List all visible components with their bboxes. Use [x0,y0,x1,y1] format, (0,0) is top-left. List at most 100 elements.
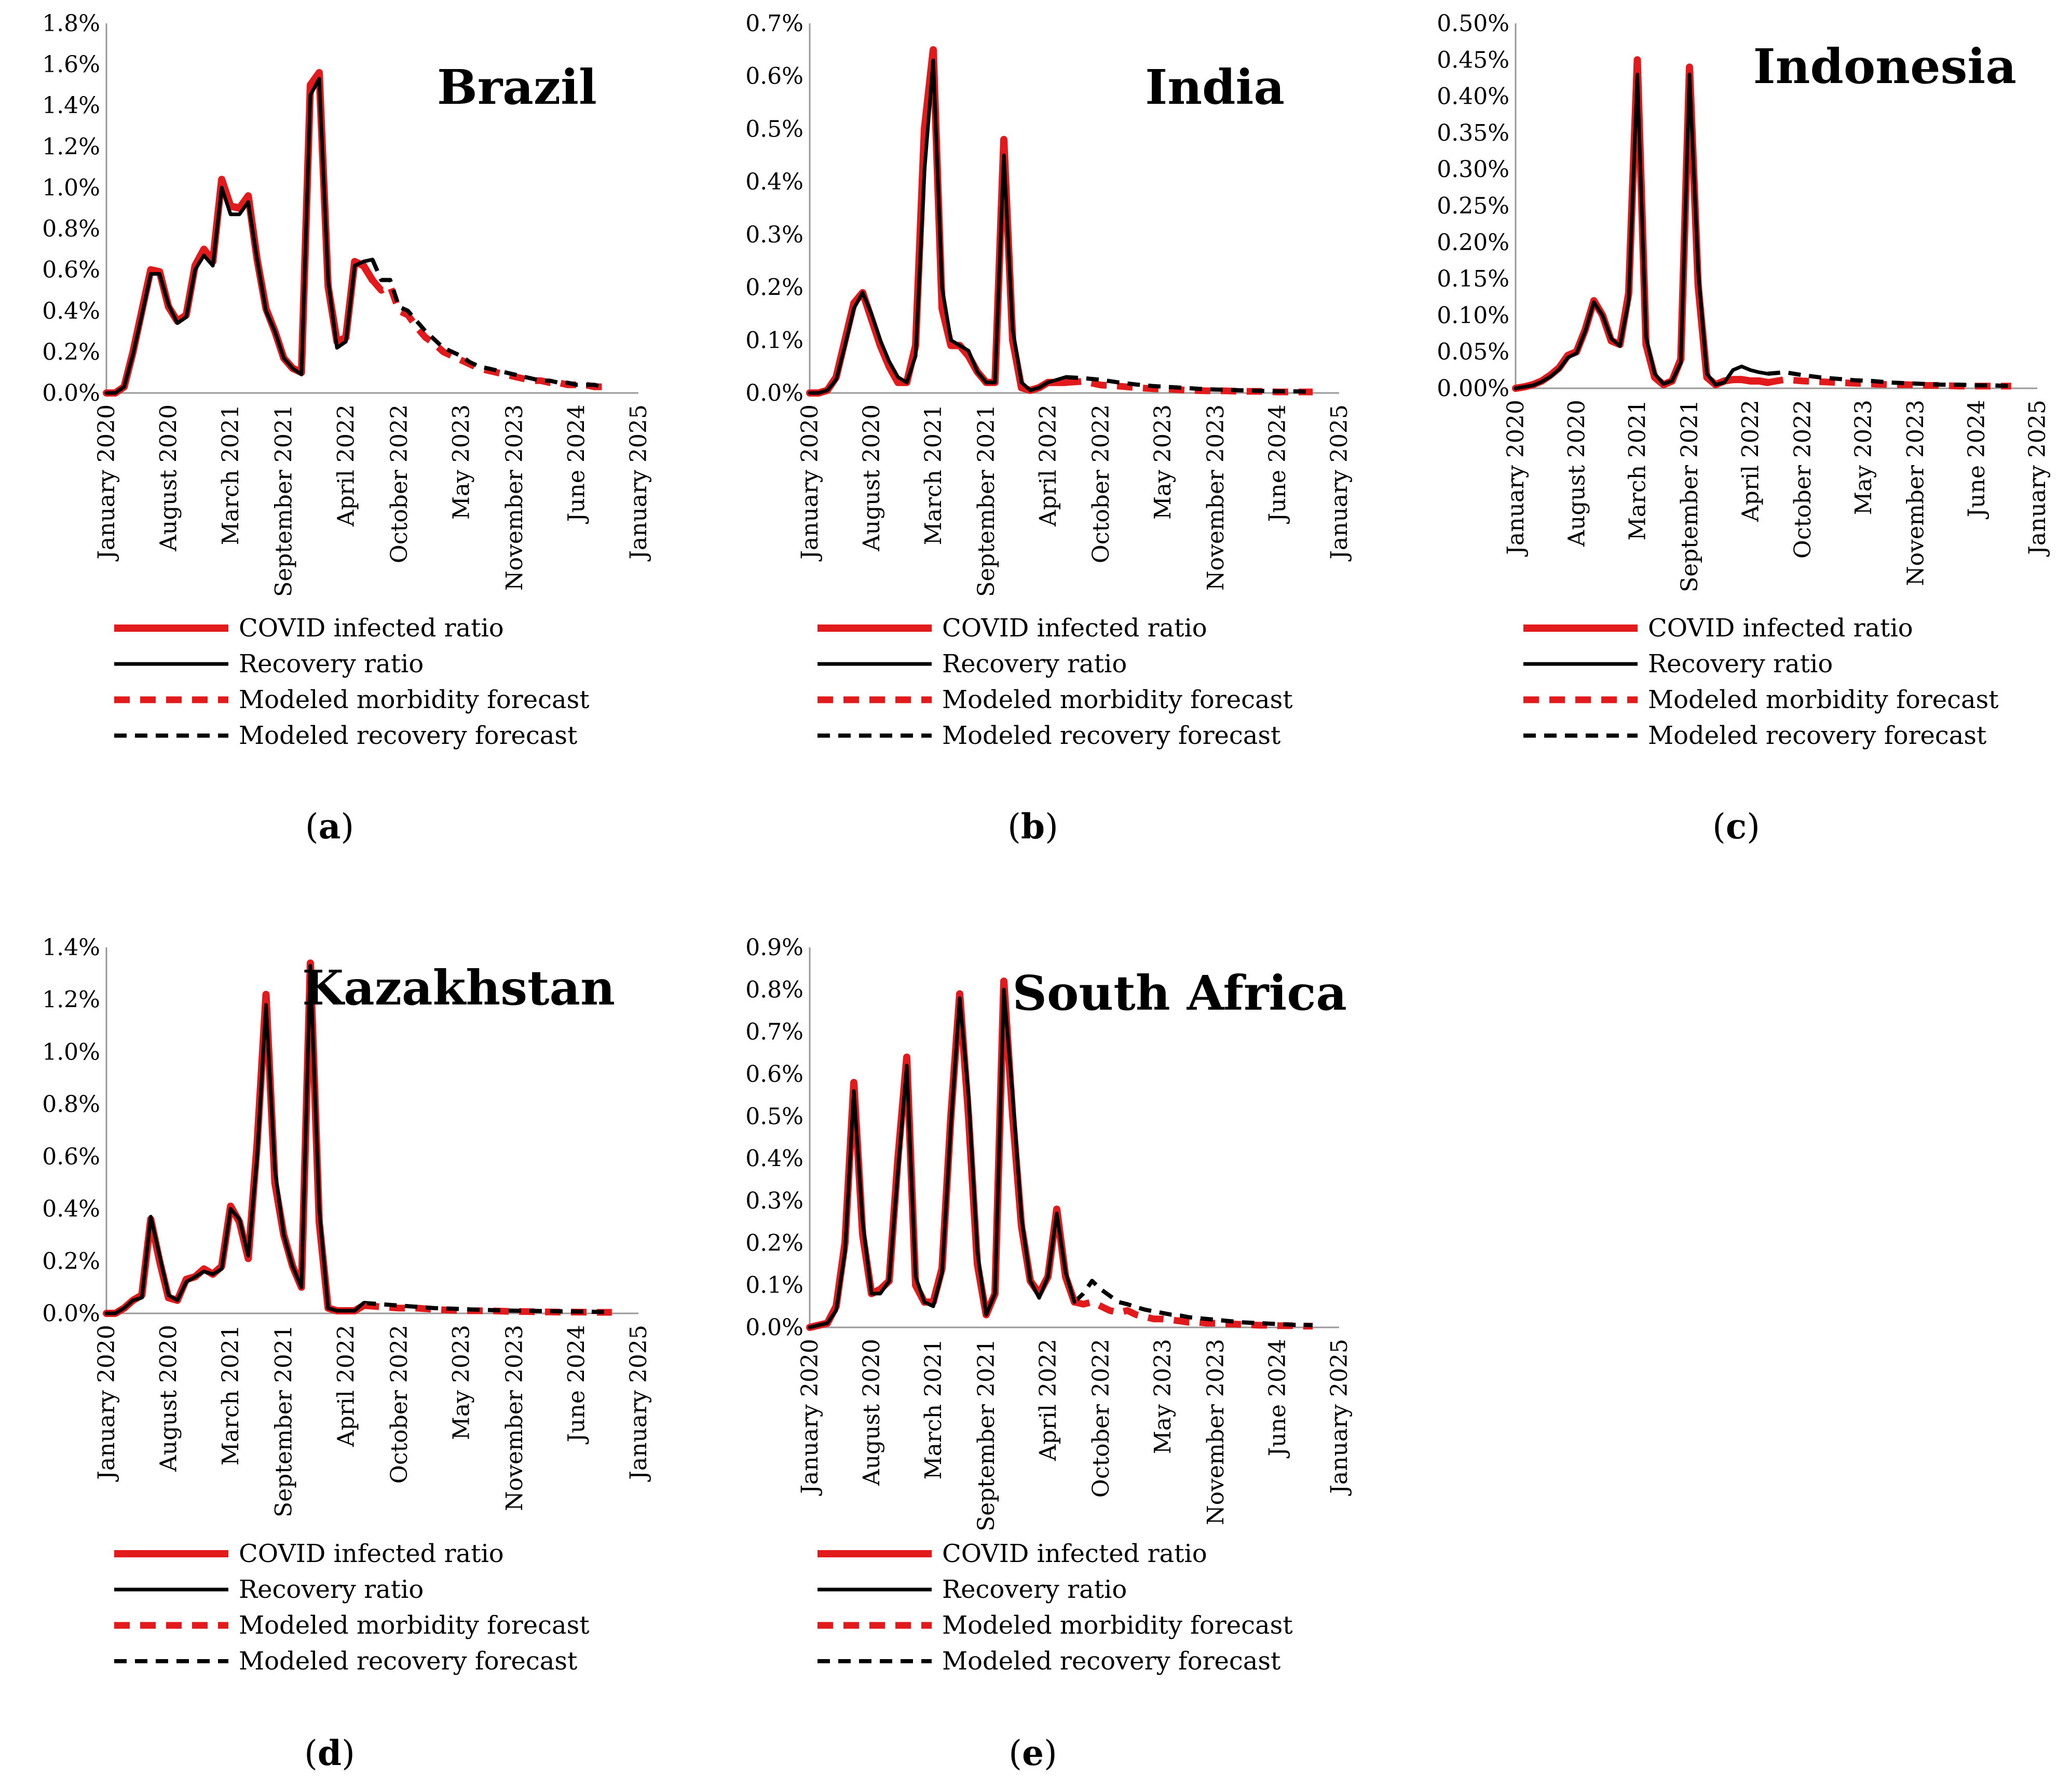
morbidity-forecast-line [1767,376,2011,390]
x-tick-label: November 2023 [1903,400,1929,586]
y-tick-label: 0.4% [42,298,100,324]
subfigure-letter: e [1022,1733,1044,1773]
x-tick-label: April 2022 [333,1325,359,1447]
x-tick-label: April 2022 [1035,404,1061,527]
legend-label: Modeled morbidity forecast [1648,685,1999,714]
infected-line [103,69,376,397]
y-tick-label: 0.3% [745,1188,803,1214]
x-tick-label: November 2023 [1203,1339,1229,1525]
subfigure-letter: d [318,1733,342,1773]
subfigure-letter: b [1021,806,1045,847]
legend-label: Modeled recovery forecast [1648,721,1986,750]
x-tick-label: May 2023 [448,1325,474,1440]
y-tick-label: 0.7% [745,10,803,37]
morbidity-forecast-line [370,278,603,390]
legend-label: Modeled recovery forecast [942,1647,1280,1676]
x-tick-label: May 2023 [448,404,474,520]
y-tick-label: 0.50% [1437,10,1509,37]
x-tick-label: June 2024 [1264,404,1291,524]
x-tick-label: January 2025 [1326,1339,1353,1496]
y-tick-label: 0.4% [745,169,803,195]
x-tick-label: June 2024 [1964,400,1990,519]
y-tick-label: 0.15% [1437,266,1509,292]
x-tick-label: January 2025 [625,1325,652,1482]
chart-title: Indonesia [1753,38,2016,94]
chart-title: India [1145,59,1285,115]
x-tick-label: January 2025 [1326,404,1353,562]
y-tick-label: 0.4% [42,1196,100,1223]
y-tick-label: 0.0% [42,380,100,406]
recovery-line [104,963,365,1315]
x-tick-label: September 2021 [973,404,1000,597]
x-tick-label: August 2020 [156,1325,182,1472]
morbidity-forecast-line [363,1302,612,1316]
recovery-line [104,77,374,395]
x-tick-label: September 2021 [271,404,297,597]
y-tick-label: 1.6% [42,51,100,78]
y-tick-label: 1.0% [42,1039,100,1065]
y-tick-label: 0.8% [42,216,100,242]
x-tick-label: January 2020 [93,1325,120,1482]
x-tick-label: April 2022 [1035,1339,1061,1461]
y-tick-label: 0.0% [42,1300,100,1327]
legend-label: COVID infected ratio [942,614,1207,643]
legend-label: Recovery ratio [1648,649,1833,678]
y-tick-label: 0.5% [745,1103,803,1130]
chart-panel-indonesia: 0.00% 0.05% 0.10% 0.15% 0.20% 0.25% 0.30% 0.35%… [1437,10,2051,847]
x-tick-label: August 2020 [858,1339,885,1486]
x-tick-label: October 2022 [1088,1339,1114,1498]
y-tick-label: 0.00% [1437,375,1509,402]
recovery-line [808,58,1068,395]
x-tick-label: March 2021 [1625,400,1651,540]
recovery-forecast-line [370,259,604,389]
infected-line [806,46,1069,397]
chart-panel-kazakhstan: 0.0% 0.2% 0.4% 0.6% 0.8% 1.0% 1.2% 1.4% January … [42,934,652,1773]
x-tick-label: January 2020 [797,404,823,562]
legend-label: COVID infected ratio [1648,614,1913,643]
y-tick-label: 0.1% [745,1272,803,1299]
legend-label: Recovery ratio [942,649,1127,678]
y-tick-label: 0.9% [745,934,803,961]
x-tick-label: August 2020 [858,404,885,552]
y-tick-label: 0.40% [1437,84,1509,110]
recovery-line [1514,72,1770,390]
y-tick-label: 0.2% [42,1248,100,1274]
y-tick-label: 0.4% [745,1146,803,1172]
y-tick-label: 1.4% [42,92,100,119]
x-tick-label: September 2021 [271,1325,297,1517]
y-tick-label: 0.0% [745,1314,803,1341]
x-tick-label: January 2025 [2024,400,2051,557]
y-tick-label: 0.1% [745,327,803,354]
y-tick-label: 1.4% [42,934,100,961]
x-tick-label: March 2021 [920,1339,947,1479]
legend-label: Modeled recovery forecast [239,721,577,750]
y-tick-label: 0.6% [42,257,100,283]
recovery-forecast-line [1073,1279,1313,1327]
x-tick-label: March 2021 [217,1325,244,1465]
y-tick-label: 0.45% [1437,47,1509,73]
legend-label: Recovery ratio [239,649,424,678]
y-tick-label: 0.25% [1437,193,1509,220]
chart-title: South Africa [1013,965,1347,1021]
x-tick-label: March 2021 [920,404,947,545]
x-tick-label: January 2025 [625,404,652,562]
x-tick-label: August 2020 [156,404,182,552]
legend-label: Modeled morbidity forecast [239,685,590,714]
x-tick-label: May 2023 [1150,1339,1176,1454]
x-tick-label: October 2022 [1088,404,1114,563]
x-tick-label: September 2021 [973,1339,1000,1531]
recovery-line [808,987,1076,1329]
y-tick-label: 0.3% [745,222,803,248]
y-tick-label: 1.2% [42,133,100,160]
x-tick-label: June 2024 [1264,1339,1291,1458]
legend-label: Modeled morbidity forecast [942,1611,1293,1640]
morbidity-forecast-line [1073,1298,1313,1330]
legend-label: COVID infected ratio [942,1539,1207,1568]
chart-title: Kazakhstan [302,960,615,1016]
legend-label: Modeled morbidity forecast [239,1611,590,1640]
legend-label: Recovery ratio [942,1575,1127,1604]
y-tick-label: 1.0% [42,174,100,201]
x-tick-label: April 2022 [333,404,359,527]
y-tick-label: 0.30% [1437,156,1509,183]
